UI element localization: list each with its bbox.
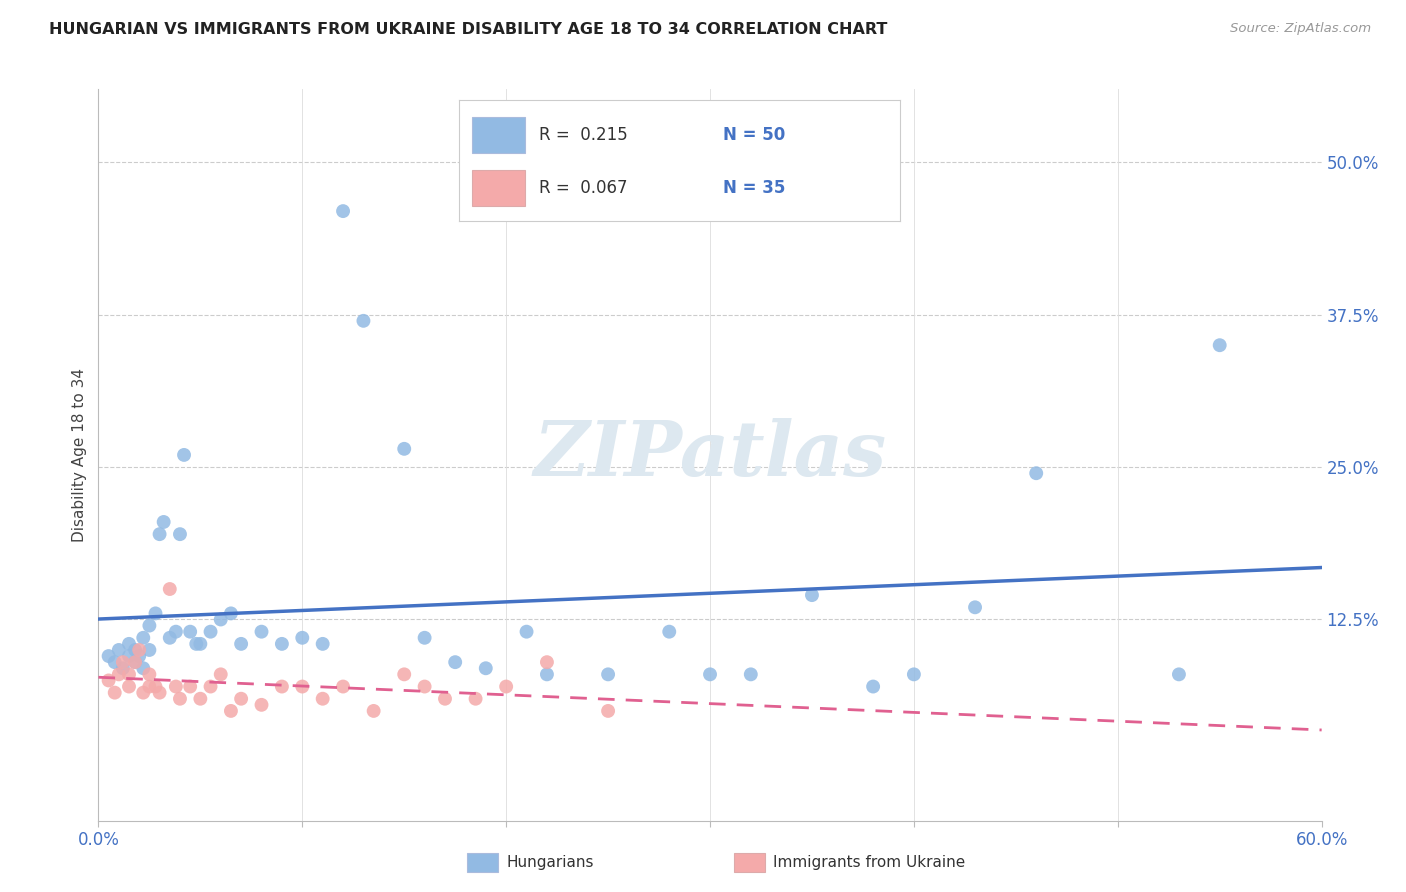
Y-axis label: Disability Age 18 to 34: Disability Age 18 to 34: [72, 368, 87, 542]
Point: [97, 673, 120, 688]
Point: [352, 314, 374, 328]
Point: [291, 631, 314, 645]
Point: [231, 691, 253, 706]
Point: [118, 667, 141, 681]
Point: [152, 515, 174, 529]
Point: [145, 680, 167, 694]
Point: [128, 649, 150, 664]
Point: [118, 649, 141, 664]
Point: [536, 655, 558, 669]
Point: [145, 607, 167, 621]
Point: [118, 680, 141, 694]
Point: [219, 607, 242, 621]
Point: [179, 624, 201, 639]
Point: [128, 643, 150, 657]
Point: [1025, 467, 1047, 481]
Point: [132, 661, 155, 675]
Point: [138, 618, 160, 632]
Point: [209, 613, 232, 627]
Point: [108, 643, 131, 657]
Point: [862, 680, 884, 694]
Point: [392, 442, 416, 456]
Point: [598, 704, 620, 718]
Point: [219, 704, 242, 718]
Text: ZIPatlas: ZIPatlas: [533, 418, 887, 491]
Point: [104, 686, 127, 700]
Point: [169, 691, 191, 706]
Point: [598, 667, 620, 681]
Point: [363, 704, 385, 718]
Point: [200, 680, 222, 694]
Point: [699, 667, 721, 681]
Point: [250, 698, 273, 712]
Point: [801, 588, 824, 602]
Point: [1209, 338, 1232, 352]
Text: Source: ZipAtlas.com: Source: ZipAtlas.com: [1230, 22, 1371, 36]
Point: [132, 686, 155, 700]
Point: [111, 655, 134, 669]
Point: [165, 680, 187, 694]
Point: [332, 680, 354, 694]
Point: [97, 649, 120, 664]
Point: [444, 655, 467, 669]
Point: [392, 667, 416, 681]
Point: [104, 655, 127, 669]
Point: [132, 631, 155, 645]
Point: [516, 624, 538, 639]
Point: [536, 667, 558, 681]
Point: [740, 667, 762, 681]
Point: [434, 691, 457, 706]
Point: [332, 204, 354, 219]
Text: Hungarians: Hungarians: [506, 855, 593, 870]
Point: [965, 600, 987, 615]
Point: [209, 667, 232, 681]
Point: [159, 631, 181, 645]
Point: [138, 667, 160, 681]
Point: [188, 637, 212, 651]
Point: [495, 680, 517, 694]
Point: [413, 631, 436, 645]
Point: [231, 637, 253, 651]
Point: [118, 637, 141, 651]
Point: [111, 661, 134, 675]
Point: [124, 655, 146, 669]
Point: [270, 637, 294, 651]
Point: [169, 527, 191, 541]
Point: [413, 680, 436, 694]
Point: [138, 680, 160, 694]
Point: [464, 691, 486, 706]
Point: [165, 624, 187, 639]
Point: [474, 661, 498, 675]
Point: [1167, 667, 1189, 681]
Text: HUNGARIAN VS IMMIGRANTS FROM UKRAINE DISABILITY AGE 18 TO 34 CORRELATION CHART: HUNGARIAN VS IMMIGRANTS FROM UKRAINE DIS…: [49, 22, 887, 37]
Point: [173, 448, 195, 462]
Point: [291, 680, 314, 694]
Point: [250, 624, 273, 639]
Point: [270, 680, 294, 694]
Point: [149, 527, 172, 541]
Point: [903, 667, 925, 681]
Point: [186, 637, 208, 651]
Point: [108, 667, 131, 681]
Point: [312, 691, 335, 706]
Point: [124, 643, 146, 657]
Point: [159, 582, 181, 596]
Point: [179, 680, 201, 694]
Text: Immigrants from Ukraine: Immigrants from Ukraine: [773, 855, 966, 870]
Point: [149, 686, 172, 700]
Point: [312, 637, 335, 651]
Point: [200, 624, 222, 639]
Point: [124, 655, 146, 669]
Point: [658, 624, 681, 639]
Point: [138, 643, 160, 657]
Point: [188, 691, 212, 706]
